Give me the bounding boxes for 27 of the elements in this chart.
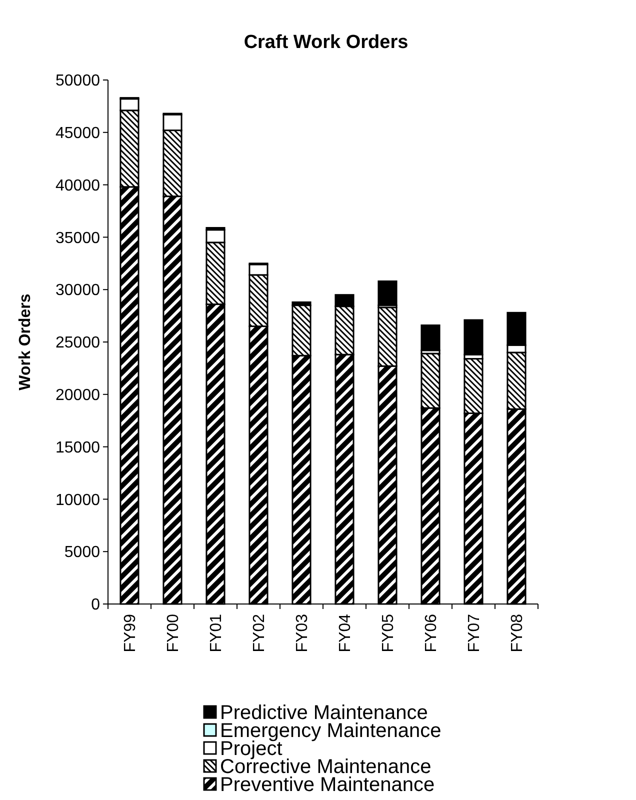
y-tick-label: 25000 xyxy=(56,334,100,352)
x-tick-label: FY06 xyxy=(423,614,440,652)
x-tick-label: FY99 xyxy=(122,614,140,652)
bar xyxy=(464,319,484,356)
y-tick-label: 30000 xyxy=(56,282,100,300)
x-tick-label: FY03 xyxy=(294,614,312,652)
x-tick-label: FY02 xyxy=(251,614,268,652)
y-tick-label: 10000 xyxy=(56,492,100,509)
bar xyxy=(420,324,440,352)
x-tick-label: FY01 xyxy=(208,614,226,652)
y-tick-label: 20000 xyxy=(56,387,100,404)
y-tick-label: 40000 xyxy=(56,177,100,194)
y-tick-label: 5000 xyxy=(64,544,100,562)
y-tick-label: 35000 xyxy=(56,230,100,247)
y-tick-label: 45000 xyxy=(56,125,100,142)
y-axis-title: Work Orders xyxy=(17,294,34,390)
y-tick-label: 50000 xyxy=(56,72,100,90)
y-tick-label: 0 xyxy=(91,596,100,614)
bar xyxy=(378,280,398,306)
x-tick-label: FY08 xyxy=(509,614,526,652)
y-tick-label: 15000 xyxy=(56,439,100,456)
x-tick-label: FY04 xyxy=(337,614,354,652)
x-tick-label: FY07 xyxy=(466,614,484,652)
chart-title: Craft Work Orders xyxy=(244,32,408,53)
x-tick-label: FY00 xyxy=(165,614,182,652)
legend-label: Preventive Maintenance xyxy=(220,774,435,796)
x-tick-label: FY05 xyxy=(380,614,398,652)
